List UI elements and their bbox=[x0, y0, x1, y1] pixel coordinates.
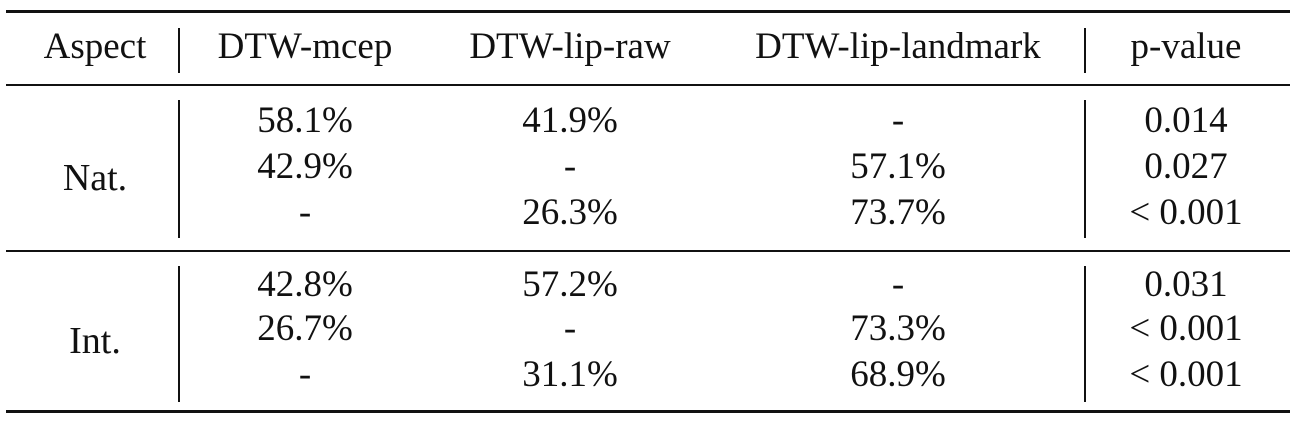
header-dtw-mcep: DTW-mcep bbox=[217, 26, 393, 67]
header-separator-left bbox=[178, 28, 180, 73]
table-cell: 0.014 bbox=[1144, 100, 1228, 141]
nat-separator-right bbox=[1084, 100, 1086, 238]
aspect-label-nat: Nat. bbox=[62, 157, 128, 199]
table-cell: - bbox=[891, 100, 905, 141]
nat-separator-left bbox=[178, 100, 180, 238]
table-cell: 57.1% bbox=[850, 146, 946, 187]
table-cell: 73.7% bbox=[850, 192, 946, 233]
table-cell: < 0.001 bbox=[1129, 308, 1243, 349]
header-aspect: Aspect bbox=[43, 26, 147, 67]
aspect-label-int: Int. bbox=[69, 320, 121, 362]
header-dtw-lip-raw: DTW-lip-raw bbox=[469, 26, 671, 67]
table-cell: 31.1% bbox=[522, 354, 618, 395]
header-separator-right bbox=[1084, 28, 1086, 73]
table-cell: 42.9% bbox=[257, 146, 353, 187]
table-cell: 68.9% bbox=[850, 354, 946, 395]
table-cell: - bbox=[563, 146, 577, 187]
table-cell: 0.031 bbox=[1144, 264, 1228, 305]
table-cell: 58.1% bbox=[257, 100, 353, 141]
table-cell: - bbox=[298, 192, 312, 233]
top-rule bbox=[6, 10, 1290, 13]
int-separator-left bbox=[178, 266, 180, 402]
table-cell: 57.2% bbox=[522, 264, 618, 305]
bottom-rule bbox=[6, 410, 1290, 413]
table-cell: - bbox=[563, 308, 577, 349]
table-cell: 26.7% bbox=[257, 308, 353, 349]
table-cell: - bbox=[891, 264, 905, 305]
table-cell: 42.8% bbox=[257, 264, 353, 305]
group-separator-rule bbox=[6, 250, 1290, 252]
header-p-value: p-value bbox=[1130, 26, 1242, 67]
header-rule bbox=[6, 84, 1290, 86]
table-cell: 41.9% bbox=[522, 100, 618, 141]
header-dtw-lip-landmark: DTW-lip-landmark bbox=[755, 26, 1041, 67]
table-cell: 0.027 bbox=[1144, 146, 1228, 187]
table-cell: - bbox=[298, 354, 312, 395]
table-cell: 26.3% bbox=[522, 192, 618, 233]
table-cell: < 0.001 bbox=[1129, 354, 1243, 395]
table-cell: 73.3% bbox=[850, 308, 946, 349]
table-cell: < 0.001 bbox=[1129, 192, 1243, 233]
int-separator-right bbox=[1084, 266, 1086, 402]
